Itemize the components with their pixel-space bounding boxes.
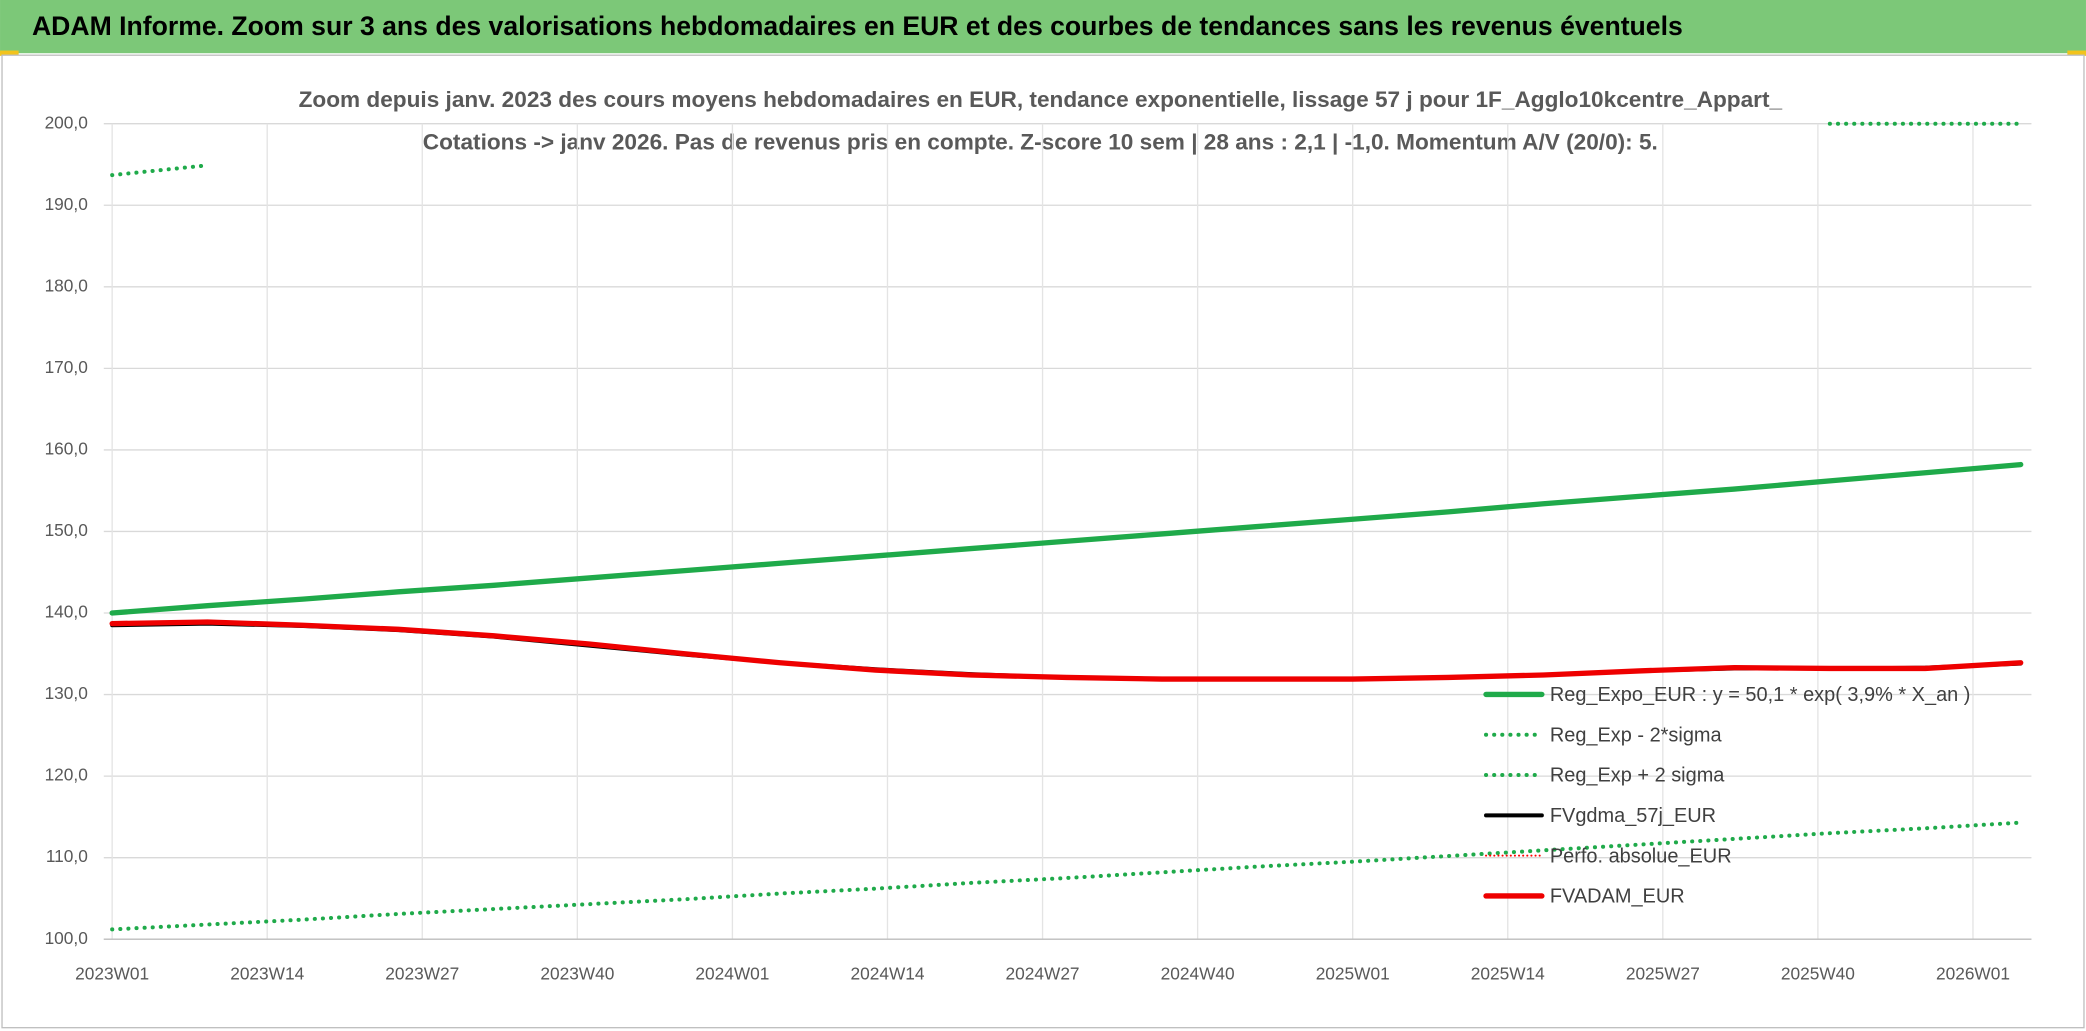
y-tick-label: 110,0 [46, 846, 88, 866]
x-tick-label: 2023W14 [230, 964, 304, 984]
legend-label: FVADAM_EUR [1550, 886, 1685, 908]
legend-label: Reg_Expo_EUR : y = 50,1 * exp( 3,9% * X_… [1550, 684, 1971, 706]
page-title: ADAM Informe. Zoom sur 3 ans des valoris… [32, 11, 1683, 41]
y-tick-label: 120,0 [45, 765, 88, 785]
y-tick-label: 200,0 [45, 112, 88, 132]
x-tick-label: 2025W01 [1316, 964, 1390, 984]
plot-area [109, 121, 2024, 932]
x-tick-label: 2023W01 [75, 964, 149, 984]
legend-label: Perfo. absolue_EUR [1550, 845, 1732, 867]
header-accent [0, 50, 19, 56]
x-tick-label: 2024W27 [1006, 964, 1080, 984]
chart-title: Zoom depuis janv. 2023 des cours moyens … [299, 87, 1783, 112]
x-tick-label: 2025W40 [1781, 964, 1855, 984]
y-tick-label: 160,0 [45, 438, 88, 458]
x-tick-label: 2024W14 [850, 964, 924, 984]
y-tick-label: 100,0 [45, 928, 88, 948]
y-tick-label: 190,0 [45, 194, 88, 214]
x-tick-label: 2024W40 [1161, 964, 1235, 984]
header-bar [0, 0, 2086, 54]
y-tick-label: 180,0 [45, 275, 88, 295]
chart-title: Cotations -> janv 2026. Pas de revenus p… [423, 130, 1658, 155]
x-tick-label: 2025W14 [1471, 964, 1545, 984]
y-tick-label: 170,0 [45, 357, 88, 377]
series-line [110, 121, 2023, 178]
x-tick-label: 2023W40 [540, 964, 614, 984]
y-tick-label: 140,0 [45, 602, 88, 622]
x-tick-label: 2024W01 [695, 964, 769, 984]
y-tick-label: 150,0 [45, 520, 88, 540]
series-line [109, 619, 2024, 682]
x-tick-label: 2026W01 [1936, 964, 2010, 984]
legend-label: Reg_Exp - 2*sigma [1550, 724, 1723, 746]
legend-label: FVgdma_57j_EUR [1550, 805, 1716, 827]
x-tick-label: 2025W27 [1626, 964, 1700, 984]
series-line [109, 461, 2024, 616]
header-accent [2067, 50, 2086, 56]
y-tick-label: 130,0 [45, 683, 88, 703]
series-line [110, 820, 2023, 932]
x-tick-label: 2023W27 [385, 964, 459, 984]
legend-label: Reg_Exp + 2 sigma [1550, 765, 1725, 787]
